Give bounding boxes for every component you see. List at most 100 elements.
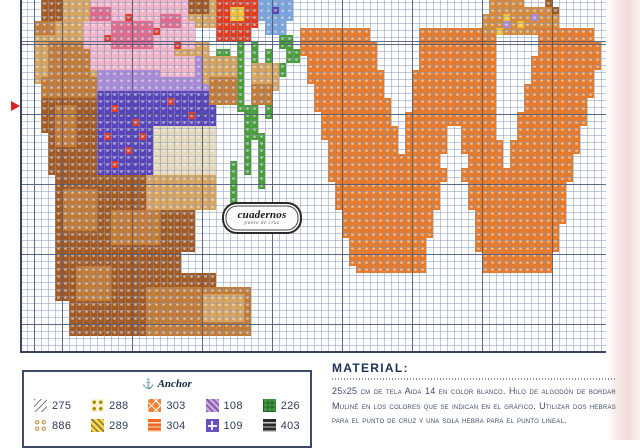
material-section: Material: 25x25 cm de tela Aida 14 en co…: [332, 361, 616, 428]
stitch-region: [307, 56, 377, 70]
stitch-region: [328, 140, 398, 154]
stitch-region: [531, 70, 594, 84]
stitch-region: [405, 140, 447, 154]
stitch-region: [461, 140, 503, 154]
stitch-region: [244, 105, 251, 175]
thread-color-swatch: [34, 419, 47, 432]
stitch-region: [41, 0, 62, 21]
stitch-region: [510, 154, 573, 168]
stitch-region: [328, 168, 447, 182]
stitch-region: [202, 294, 244, 322]
legend-item: 108: [205, 399, 243, 412]
thread-color-swatch: [148, 399, 162, 412]
thread-color-swatch: [262, 399, 276, 412]
stitch-region: [405, 126, 447, 140]
row-marker-icon: [11, 101, 20, 111]
stitch-chart-grid: cuadernos punto de cruz: [20, 0, 608, 353]
thread-number: 303: [166, 399, 186, 412]
legend-item: 403: [262, 419, 300, 432]
stitch-region: [174, 42, 181, 49]
stitch-region: [475, 238, 559, 252]
legend-item: 275: [34, 399, 71, 412]
stitch-region: [510, 21, 538, 35]
stitch-region: [531, 56, 601, 70]
stitch-region: [139, 133, 146, 140]
publisher-stamp-subtext: punto de cruz: [244, 220, 280, 226]
stitch-region: [55, 105, 76, 147]
stitch-region: [461, 126, 496, 140]
thread-color-swatch: [205, 419, 219, 432]
stitch-region: [188, 0, 209, 14]
stitch-region: [468, 196, 566, 210]
stitch-region: [482, 266, 552, 273]
thread-color-swatch: [91, 419, 105, 432]
stitch-region: [503, 21, 510, 28]
stitch-region: [510, 140, 580, 154]
stitch-region: [111, 210, 160, 245]
stitch-region: [111, 161, 118, 168]
stitch-region: [76, 266, 111, 301]
stitch-region: [90, 7, 111, 21]
legend-item: 304: [148, 419, 185, 432]
stitch-region: [475, 210, 566, 224]
stitch-region: [314, 84, 384, 98]
stitch-region: [104, 133, 111, 140]
stitch-region: [552, 7, 559, 14]
stitch-region: [62, 189, 97, 231]
stitch-region: [328, 154, 405, 168]
legend-row: 275 288 303 108 226: [34, 399, 300, 412]
stitch-region: [335, 182, 440, 196]
stitch-region: [349, 238, 426, 252]
stitch-region: [153, 28, 160, 35]
stitch-region: [468, 182, 566, 196]
stitch-region: [419, 42, 496, 56]
stitch-region: [342, 210, 433, 224]
stitch-region: [125, 147, 132, 154]
thread-number: 304: [166, 419, 186, 432]
stitch-region: [272, 7, 279, 14]
stitch-region: [412, 70, 496, 84]
stitch-region: [356, 266, 426, 273]
stitch-region: [538, 42, 601, 56]
stitch-region: [538, 28, 594, 42]
stitch-region: [300, 28, 370, 42]
stitch-region: [475, 224, 559, 238]
stitch-region: [405, 112, 496, 126]
thread-color-swatch: [91, 399, 105, 412]
stitch-region: [517, 112, 587, 126]
stitch-region: [153, 91, 216, 126]
stitch-region: [419, 56, 496, 70]
stitch-region: [265, 21, 286, 35]
legend-brand-title: ⚓ Anchor: [34, 376, 300, 392]
thread-number: 226: [280, 399, 300, 412]
stitch-region: [307, 70, 384, 84]
stitch-region: [321, 112, 391, 126]
stitch-region: [349, 252, 426, 266]
stitch-region: [146, 175, 216, 210]
stitch-region: [286, 49, 300, 63]
stitch-region: [160, 14, 181, 28]
legend-item: 109: [205, 419, 243, 432]
stitch-region: [237, 35, 244, 112]
stitch-region: [412, 98, 496, 112]
stitch-region: [104, 35, 111, 42]
stitch-region: [517, 21, 524, 28]
thread-number: 109: [223, 419, 243, 432]
stitch-region: [41, 77, 104, 98]
stitch-region: [517, 126, 580, 140]
thread-number: 403: [280, 419, 300, 432]
stitch-region: [314, 98, 391, 112]
stitch-region: [160, 56, 195, 77]
thread-number: 289: [109, 419, 129, 432]
stitch-region: [412, 84, 496, 98]
legend-row: 886 289 304 109 403: [34, 419, 300, 432]
stitch-region: [342, 224, 433, 238]
stitch-region: [188, 112, 195, 119]
stitch-region: [111, 21, 153, 49]
stitch-region: [209, 77, 237, 105]
stitch-region: [251, 84, 272, 105]
stitch-region: [167, 98, 174, 105]
stitch-region: [468, 154, 503, 168]
publisher-stamp-text: cuadernos: [237, 209, 287, 221]
legend-item: 289: [91, 419, 128, 432]
